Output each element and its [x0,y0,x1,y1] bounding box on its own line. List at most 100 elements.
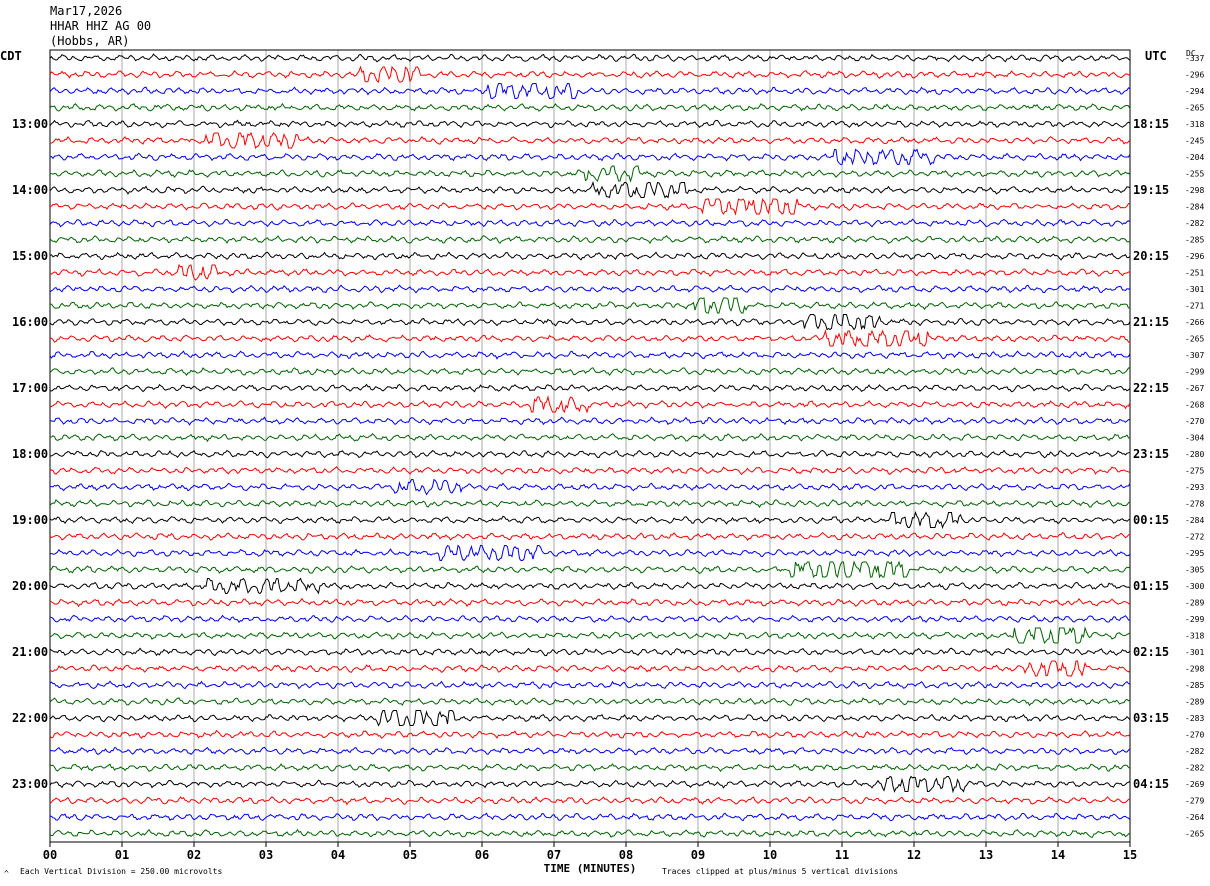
seismic-trace [49,647,1131,657]
left-hour-label: 21:00 [12,645,48,659]
seismic-trace [49,577,1131,595]
dc-header-label: DC [1186,49,1196,58]
right-hour-label: 23:15 [1133,447,1169,461]
left-hour-label: 19:00 [12,513,48,527]
right-hour-label: 20:15 [1133,249,1169,263]
dc-offset-label: -264 [1185,813,1204,822]
dc-offset-label: -296 [1185,71,1204,80]
dc-offset-label: -301 [1185,285,1204,294]
dc-offset-label: -301 [1185,648,1204,657]
seismic-trace [49,313,1131,331]
seismic-trace [49,626,1131,645]
x-tick-label: 06 [475,848,489,862]
seismic-trace [49,251,1131,261]
seismic-trace [49,465,1131,476]
x-tick-label: 08 [619,848,633,862]
x-tick-label: 02 [187,848,201,862]
left-hour-label: 14:00 [12,183,48,197]
scale-note: Each Vertical Division = 250.00 microvol… [20,867,223,876]
seismic-trace [49,729,1131,739]
dc-offset-label: -279 [1185,797,1204,806]
seismic-trace [49,763,1131,773]
corner-mark: ^ [4,869,9,878]
dc-offset-label: -305 [1185,566,1204,575]
dc-offset-label: -282 [1185,747,1204,756]
seismic-trace [49,660,1131,677]
dc-offset-label: -304 [1185,434,1204,443]
left-hour-label: 22:00 [12,711,48,725]
left-hour-label: 15:00 [12,249,48,263]
seismic-trace [49,775,1131,794]
seismic-trace [49,102,1131,112]
dc-offset-label: -307 [1185,351,1204,360]
seismic-trace [49,560,1131,579]
left-hour-label: 20:00 [12,579,48,593]
dc-offset-label: -299 [1185,615,1204,624]
station-code: HHAR HHZ AG 00 [50,19,152,33]
right-hour-label: 02:15 [1133,645,1169,659]
dc-offset-label: -282 [1185,219,1204,228]
dc-offset-label: -300 [1185,582,1204,591]
seismic-trace [49,510,1131,530]
right-hour-label: 21:15 [1133,315,1169,329]
dc-offset-label: -284 [1185,516,1204,525]
seismic-trace [49,828,1131,838]
left-hour-label: 18:00 [12,447,48,461]
seismic-trace [49,416,1131,426]
right-hour-label: 03:15 [1133,711,1169,725]
dc-offset-label: -298 [1185,665,1204,674]
seismic-trace [49,478,1131,496]
seismic-trace [49,812,1131,822]
dc-offset-label: -284 [1185,203,1204,212]
left-timezone-label: CDT [0,49,22,63]
dc-offset-label: -270 [1185,417,1204,426]
dc-offset-label: -293 [1185,483,1204,492]
seismic-trace [49,119,1131,129]
seismic-trace [49,697,1131,707]
seismic-trace [49,680,1131,690]
seismic-trace [49,796,1131,806]
seismic-trace [49,263,1131,281]
seismic-trace [49,131,1131,149]
plot-date: Mar17,2026 [50,4,123,18]
seismic-trace [49,234,1131,245]
dc-offset-label: -272 [1185,533,1204,542]
seismic-trace [49,710,1131,727]
dc-offset-label: -289 [1185,698,1204,707]
x-tick-label: 04 [331,848,345,862]
seismic-trace [50,165,1131,183]
seismic-trace [49,284,1131,294]
right-hour-label: 19:15 [1133,183,1169,197]
seismic-trace [49,350,1131,360]
left-hour-label: 17:00 [12,381,48,395]
dc-offset-label: -296 [1185,252,1204,261]
seismic-trace [49,65,1131,83]
left-hour-label: 16:00 [12,315,48,329]
seismic-trace [49,449,1131,459]
dc-offset-label: -270 [1185,731,1204,740]
seismic-trace [49,83,1131,100]
dc-offset-label: -265 [1185,335,1204,344]
clip-note: Traces clipped at plus/minus 5 vertical … [662,867,899,876]
x-tick-label: 00 [43,848,57,862]
seismic-trace [49,395,1131,414]
seismic-trace [49,198,1131,216]
x-tick-label: 07 [547,848,561,862]
x-tick-label: 14 [1051,848,1065,862]
dc-offset-label: -318 [1185,632,1204,641]
dc-offset-label: -265 [1185,104,1204,113]
seismic-trace [49,432,1131,443]
left-hour-label: 23:00 [12,777,48,791]
dc-offset-label: -285 [1185,236,1204,245]
x-tick-label: 01 [115,848,129,862]
seismic-trace [49,218,1131,228]
dc-offset-label: -268 [1185,401,1204,410]
dc-offset-label: -295 [1185,549,1204,558]
dc-offset-label: -318 [1185,120,1204,129]
dc-offset-label: -294 [1185,87,1204,96]
seismic-trace [49,180,1131,199]
seismic-trace [49,297,1131,314]
seismic-trace [49,614,1131,624]
x-tick-label: 09 [691,848,705,862]
seismic-trace [49,597,1131,608]
